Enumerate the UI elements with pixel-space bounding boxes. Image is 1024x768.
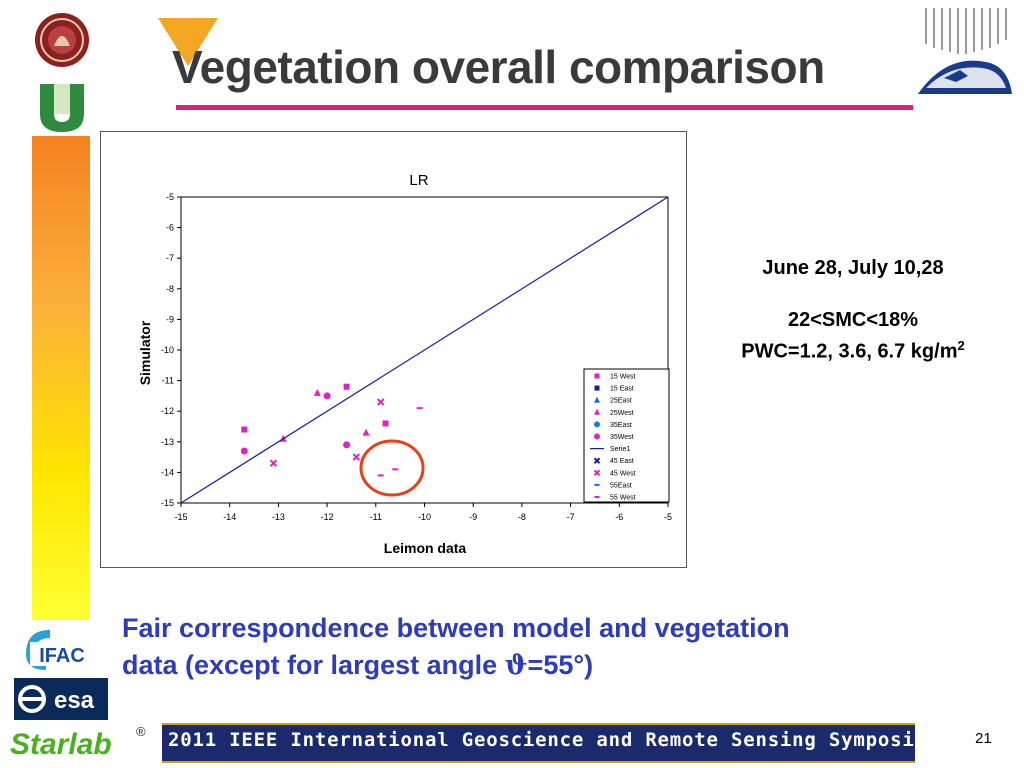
x-tick-label: -13 bbox=[272, 512, 285, 522]
conclusion-line-2: data (except for largest angle ϑ=55°) bbox=[122, 647, 982, 684]
legend-label: 35East bbox=[610, 422, 632, 429]
legend-label: 25East bbox=[610, 398, 632, 405]
u-logo bbox=[34, 80, 90, 134]
y-tick-label: -12 bbox=[161, 406, 174, 416]
data-point bbox=[241, 426, 248, 433]
y-tick-label: -7 bbox=[166, 253, 174, 263]
chart-legend: 15 West 15 East 25East 25West 35East 35West Se… bbox=[583, 368, 670, 503]
y-tick-label: -15 bbox=[161, 498, 174, 508]
plot-area: -15 -14 -13 -12 -11 -10 -9 -8 -7 -6 -5 -15 -14 -13 -12… bbox=[161, 192, 672, 522]
theta-symbol: ϑ bbox=[504, 650, 528, 681]
ifac-logo-text: IFAC bbox=[39, 645, 85, 667]
x-tick-label: -9 bbox=[469, 512, 477, 522]
data-point bbox=[240, 447, 248, 455]
legend-label: 55 West bbox=[610, 495, 636, 502]
x-tick-label: -12 bbox=[321, 512, 334, 522]
institute-logo bbox=[918, 8, 1012, 94]
y-tick-label: -11 bbox=[162, 376, 174, 386]
legend-label: 15 East bbox=[610, 386, 634, 393]
data-point bbox=[343, 441, 351, 449]
x-tick-label: -6 bbox=[615, 512, 623, 522]
legend-label: 45 West bbox=[610, 470, 636, 477]
title-underline bbox=[176, 105, 913, 110]
highlight-circle bbox=[359, 439, 425, 497]
x-tick-label: -7 bbox=[567, 512, 575, 522]
chart-title: LR bbox=[409, 172, 428, 189]
footer-banner bbox=[162, 723, 915, 763]
info-dates: June 28, July 10,28 bbox=[762, 257, 944, 279]
university-seal-logo bbox=[35, 13, 89, 67]
info-pwc-sup: 2 bbox=[957, 338, 965, 353]
legend-swatch bbox=[594, 433, 600, 440]
legend-swatch bbox=[594, 373, 600, 379]
data-point bbox=[269, 459, 278, 467]
x-tick-label: -10 bbox=[418, 512, 431, 522]
legend-label: 35West bbox=[610, 434, 634, 441]
legend-label: 15 West bbox=[610, 374, 636, 381]
y-tick-label: -5 bbox=[166, 192, 174, 202]
conclusion-line-1: Fair correspondence between model and ve… bbox=[122, 613, 790, 643]
legend-label: 45 East bbox=[610, 458, 634, 465]
data-point bbox=[376, 398, 385, 406]
data-point bbox=[382, 420, 389, 427]
x-tick-label: -15 bbox=[174, 512, 187, 522]
page-number: 21 bbox=[975, 730, 992, 747]
conclusion-line-2b: =55°) bbox=[527, 650, 594, 680]
series-line-serie1 bbox=[180, 196, 669, 504]
legend-swatch bbox=[593, 457, 601, 464]
x-tick-label: -8 bbox=[518, 512, 526, 522]
side-gradient-bar bbox=[32, 136, 90, 620]
info-panel: June 28, July 10,28 22<SMC<18% PWC=1.2, … bbox=[690, 255, 1016, 365]
data-point bbox=[343, 383, 350, 390]
esa-logo: esa bbox=[14, 678, 108, 720]
conclusion-line-2a: data (except for largest angle bbox=[122, 650, 505, 680]
y-tick-label: -13 bbox=[161, 437, 174, 447]
legend-swatch bbox=[594, 421, 600, 428]
x-tick-label: -5 bbox=[664, 512, 672, 522]
y-tick-label: -10 bbox=[161, 345, 174, 355]
legend-label: 55East bbox=[610, 482, 632, 489]
data-point bbox=[362, 428, 370, 436]
y-tick-label: -6 bbox=[166, 223, 174, 233]
y-tick-label: -9 bbox=[166, 314, 174, 324]
legend-swatch bbox=[594, 385, 600, 391]
slide-title: Vegetation overall comparison bbox=[172, 41, 825, 93]
info-pwc: PWC=1.2, 3.6, 6.7 kg/m2 bbox=[690, 333, 1016, 365]
x-axis-label: Leimon data bbox=[384, 540, 467, 556]
y-tick-label: -14 bbox=[161, 467, 174, 477]
legend-swatch bbox=[594, 396, 600, 403]
y-tick-label: -8 bbox=[166, 284, 174, 294]
registered-mark: ® bbox=[136, 724, 146, 739]
data-point bbox=[352, 453, 361, 461]
title-triangle-icon bbox=[158, 18, 218, 66]
footer-text: 2011 IEEE International Geoscience and R… bbox=[168, 729, 940, 751]
legend-label: 25West bbox=[610, 410, 634, 417]
x-tick-label: -14 bbox=[223, 512, 236, 522]
data-point bbox=[313, 388, 321, 396]
legend-label: Serie1 bbox=[610, 446, 630, 453]
legend-swatch bbox=[594, 408, 600, 415]
x-tick-label: -11 bbox=[370, 512, 382, 522]
y-axis-label: Simulator bbox=[137, 320, 153, 385]
info-smc: 22<SMC<18% bbox=[787, 309, 919, 331]
info-pwc-text: PWC=1.2, 3.6, 6.7 kg/m bbox=[741, 340, 958, 363]
starlab-logo-text: Starlab bbox=[10, 728, 112, 761]
scatter-chart: LR -15 -14 -13 -12 -11 -10 -9 -8 -7 -6 -5 -15 -14 -13… bbox=[137, 172, 672, 556]
starlab-logo: Starlab ® bbox=[10, 724, 146, 761]
conclusion-text: Fair correspondence between model and ve… bbox=[122, 610, 982, 684]
legend-swatch bbox=[593, 469, 601, 477]
esa-logo-text: esa bbox=[54, 687, 95, 714]
data-point bbox=[323, 392, 331, 400]
ifac-logo: IFAC bbox=[26, 630, 94, 670]
